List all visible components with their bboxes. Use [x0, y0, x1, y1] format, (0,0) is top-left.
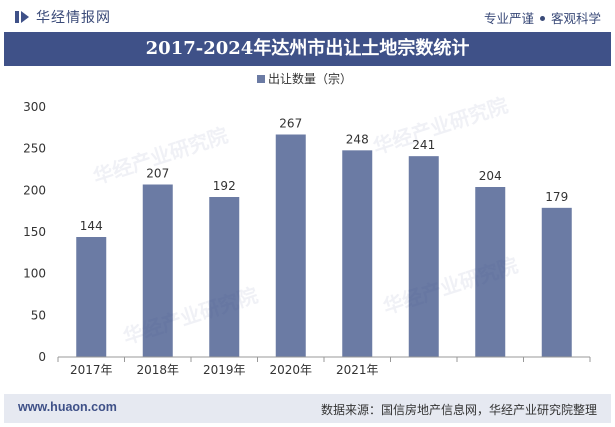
y-axis: 0 50 100 150 200 250 300: [23, 100, 46, 364]
title-bar: 2017-2024年达州市出让土地宗数统计: [4, 32, 611, 66]
huajing-logo-icon: [15, 11, 29, 23]
y-tick-label: 250: [23, 142, 46, 156]
chart-title: 2017-2024年达州市出让土地宗数统计: [145, 38, 470, 59]
data-label: 207: [146, 167, 169, 181]
brand-name: 华经情报网: [36, 10, 111, 26]
data-label: 179: [545, 190, 568, 204]
data-label: 144: [80, 219, 103, 233]
data-label: 267: [279, 117, 302, 131]
data-label: 241: [412, 138, 435, 152]
bar: [142, 184, 173, 357]
chart-legend: 出让数量（宗）: [257, 71, 352, 86]
x-tick-label: 2021年: [336, 363, 379, 377]
data-label: 192: [213, 179, 236, 193]
legend-label: 出让数量（宗）: [268, 71, 352, 86]
tagline-right: 客观科学: [550, 11, 601, 26]
legend-swatch: [257, 75, 265, 83]
x-tick-label: 2019年: [203, 363, 246, 377]
x-tick-label: 2018年: [136, 363, 179, 377]
footer-bar: www.huaon.com 数据来源：国信房地产信息网，华经产业研究院整理: [4, 394, 611, 423]
y-tick-label: 50: [31, 308, 46, 322]
y-tick-label: 150: [23, 225, 46, 239]
bar: [408, 156, 439, 357]
bar: [209, 197, 240, 357]
bar-series: [76, 134, 572, 357]
bar: [342, 150, 373, 357]
y-tick-label: 0: [38, 350, 46, 364]
top-bar: 华经情报网 专业严谨 客观科学: [0, 0, 615, 32]
x-tick-label: 2017年: [70, 363, 113, 377]
bar: [541, 207, 572, 357]
y-tick-label: 200: [23, 183, 46, 197]
tagline-left: 专业严谨: [483, 11, 534, 26]
footer-url-link[interactable]: www.huaon.com: [18, 400, 117, 414]
footer-source: 数据来源：国信房地产信息网，华经产业研究院整理: [320, 403, 597, 417]
data-labels: 144 207 192 267 248 241 204 179: [80, 117, 568, 234]
bar: [275, 134, 306, 357]
bar: [475, 187, 506, 357]
bar-chart: 出让数量（宗） 0 50 100 150 200 250 300 144 207 192 267 2…: [23, 71, 591, 377]
x-tick-label: 2020年: [269, 363, 312, 377]
y-tick-label: 100: [23, 267, 46, 281]
bar: [76, 237, 107, 357]
y-tick-label: 300: [23, 100, 46, 114]
data-label: 204: [479, 169, 502, 183]
data-label: 248: [346, 132, 369, 146]
x-axis: 2017年 2018年 2019年 2020年 2021年: [57, 356, 591, 377]
tagline: 专业严谨 客观科学: [484, 8, 601, 27]
tagline-dot-icon: [539, 16, 545, 21]
